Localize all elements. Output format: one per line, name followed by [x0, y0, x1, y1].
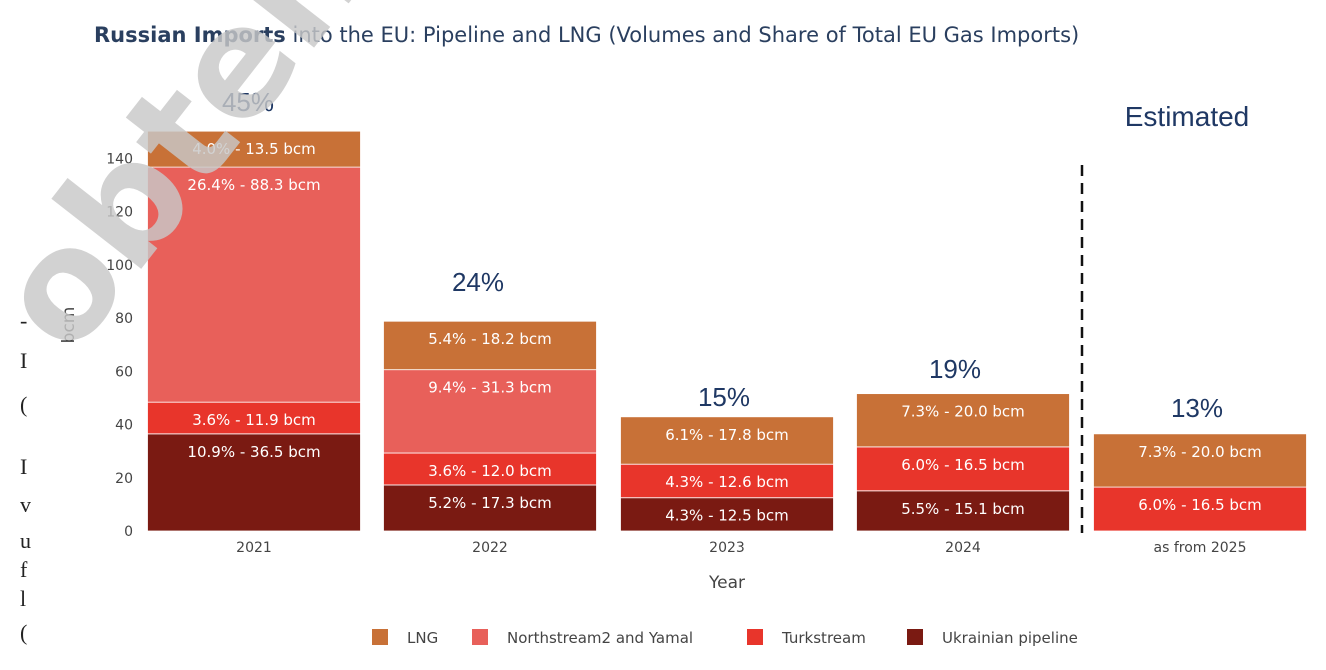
data-label-northstream2-and-yamal: 9.4% - 31.3 bcm: [428, 379, 552, 397]
x-tick-label: 2024: [945, 540, 981, 556]
share-annotation: 45%: [222, 87, 274, 117]
x-axis: 2021 2022 2023 2024 as from 2025: [236, 540, 1246, 556]
bar-turkstream: [856, 446, 1070, 492]
estimated-annotation: Estimated: [1125, 101, 1250, 132]
bar-ukrainian-pipeline: [620, 497, 834, 532]
legend: LNG Northstream2 and Yamal Turkstream Ukrai…: [372, 629, 1078, 647]
data-label-turkstream: 6.0% - 16.5 bcm: [901, 456, 1025, 474]
y-tick-label: 80: [115, 311, 133, 327]
chart-title-rest: into the EU: Pipeline and LNG (Volumes a…: [286, 23, 1079, 47]
y-tick-label: 0: [124, 524, 133, 540]
data-label-lng: 7.3% - 20.0 bcm: [901, 403, 1025, 421]
margin-fragment: (: [20, 392, 27, 417]
legend-swatch: [472, 629, 488, 645]
y-tick-label: 40: [115, 418, 133, 434]
bar-lng: [1093, 433, 1307, 488]
margin-fragment: v: [20, 492, 31, 517]
bar-lng: [383, 320, 597, 371]
legend-item-turkstream: Turkstream: [747, 629, 866, 647]
legend-swatch: [372, 629, 388, 645]
data-label-turkstream: 6.0% - 16.5 bcm: [1138, 496, 1262, 514]
data-label-lng: 5.4% - 18.2 bcm: [428, 330, 552, 348]
x-axis-title: Year: [708, 573, 745, 593]
x-tick-label: 2021: [236, 540, 272, 556]
margin-fragment: u: [20, 528, 31, 553]
data-label-northstream2-and-yamal: 26.4% - 88.3 bcm: [187, 176, 320, 194]
legend-swatch: [907, 629, 923, 645]
share-annotations: 45% 24% 15% 19% 13%: [222, 87, 1223, 423]
y-tick-label: 100: [106, 258, 133, 274]
bar-ukrainian-pipeline: [147, 433, 361, 532]
data-label-turkstream: 3.6% - 11.9 bcm: [192, 411, 316, 429]
bar-ukrainian-pipeline: [383, 484, 597, 532]
segment-labels-layer: 10.9% - 36.5 bcm 3.6% - 11.9 bcm 26.4% - 8…: [187, 140, 1261, 525]
bars-layer: [147, 130, 1307, 532]
bar-turkstream: [620, 463, 834, 499]
y-tick-label: 140: [106, 151, 133, 167]
bar-turkstream: [383, 452, 597, 486]
bar-lng: [856, 393, 1070, 448]
legend-label: Turkstream: [781, 629, 866, 647]
margin-fragment: -: [20, 308, 27, 333]
y-tick-label: 120: [106, 205, 133, 221]
legend-item-northstream2-and-yamal: Northstream2 and Yamal: [472, 629, 693, 647]
share-annotation: 19%: [929, 354, 981, 384]
legend-swatch: [747, 629, 763, 645]
y-tick-label: 60: [115, 364, 133, 380]
x-tick-label: 2022: [472, 540, 508, 556]
chart-title: Russian Imports into the EU: Pipeline an…: [94, 23, 1079, 47]
data-label-ukrainian-pipeline: 5.2% - 17.3 bcm: [428, 494, 552, 512]
share-annotation: 15%: [698, 382, 750, 412]
margin-fragment: l: [20, 586, 26, 611]
bar-northstream2-and-yamal: [383, 369, 597, 454]
y-tick-label: 20: [115, 471, 133, 487]
share-annotation: 13%: [1171, 393, 1223, 423]
bar-turkstream: [147, 401, 361, 435]
bar-northstream2-and-yamal: [147, 166, 361, 403]
margin-fragment: I: [20, 454, 27, 479]
y-axis: 0 20 40 60 80 100 120 140: [106, 151, 133, 540]
legend-label: Ukrainian pipeline: [942, 629, 1078, 647]
data-label-lng: 6.1% - 17.8 bcm: [665, 426, 789, 444]
legend-item-ukrainian-pipeline: Ukrainian pipeline: [907, 629, 1078, 647]
data-label-lng: 7.3% - 20.0 bcm: [1138, 443, 1262, 461]
x-tick-label: as from 2025: [1154, 540, 1247, 556]
bar-lng: [147, 130, 361, 168]
legend-label: LNG: [407, 629, 438, 647]
share-annotation: 24%: [452, 267, 504, 297]
y-axis-title: bcm: [59, 307, 79, 344]
data-label-ukrainian-pipeline: 10.9% - 36.5 bcm: [187, 443, 320, 461]
data-label-turkstream: 3.6% - 12.0 bcm: [428, 462, 552, 480]
margin-fragment: I: [20, 348, 27, 373]
data-label-ukrainian-pipeline: 4.3% - 12.5 bcm: [665, 507, 789, 525]
x-tick-label: 2023: [709, 540, 745, 556]
legend-item-lng: LNG: [372, 629, 438, 647]
margin-fragment: (: [20, 620, 27, 645]
margin-fragment: f: [20, 557, 28, 582]
bar-turkstream: [1093, 486, 1307, 532]
data-label-lng: 4.0% - 13.5 bcm: [192, 140, 316, 158]
legend-label: Northstream2 and Yamal: [507, 629, 693, 647]
bar-lng: [620, 416, 834, 465]
data-label-turkstream: 4.3% - 12.6 bcm: [665, 473, 789, 491]
data-label-ukrainian-pipeline: 5.5% - 15.1 bcm: [901, 500, 1025, 518]
chart-title-bold: Russian Imports: [94, 23, 286, 47]
